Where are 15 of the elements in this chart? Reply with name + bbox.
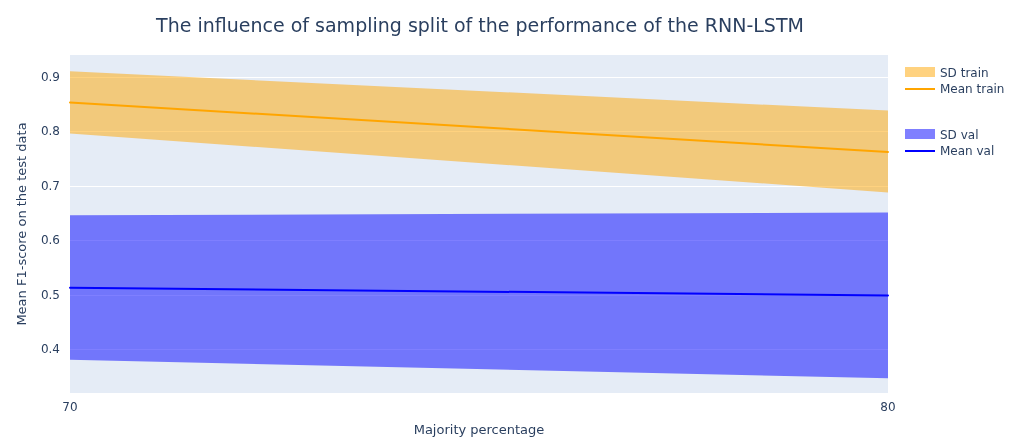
text: SD train bbox=[940, 66, 989, 80]
y-tick-label: 0.4 bbox=[40, 342, 60, 357]
chart-title: The influence of sampling split of the performance of the RNN-LSTM bbox=[155, 13, 804, 36]
legend-label: Mean train bbox=[940, 82, 1005, 96]
x-tick-label: 70 bbox=[62, 400, 78, 414]
y-tick-label: 0.6 bbox=[40, 233, 60, 248]
text: SD val bbox=[940, 128, 979, 142]
y-axis-title: Mean F1-score on the test data bbox=[14, 122, 29, 326]
y-tick-label: 0.5 bbox=[40, 287, 60, 302]
x-axis-title: Majority percentage bbox=[413, 422, 545, 437]
legend-label: Mean val bbox=[940, 144, 995, 158]
x-tick-label: 80 bbox=[880, 400, 896, 414]
y-tick-label: 0.9 bbox=[40, 69, 60, 84]
y-tick-label: 0.7 bbox=[40, 178, 60, 193]
y-tick-label: 0.8 bbox=[40, 124, 60, 139]
